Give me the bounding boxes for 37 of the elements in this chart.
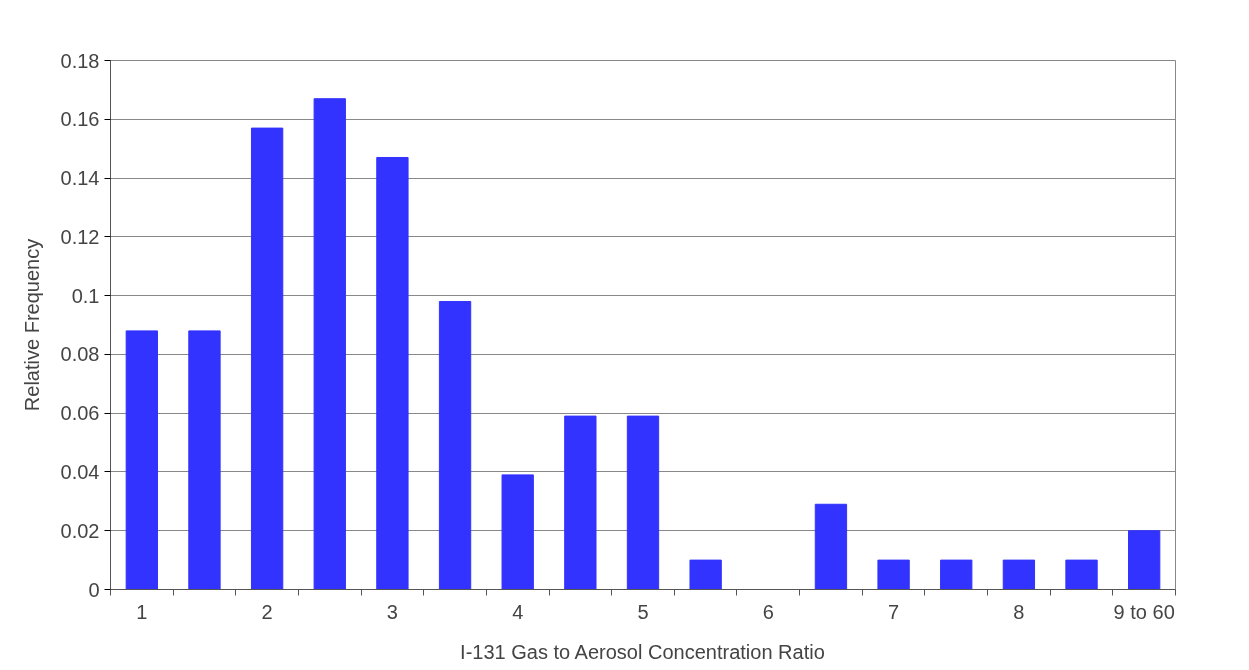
- bar: [564, 415, 597, 590]
- y-axis-title: Relative Frequency: [20, 238, 43, 412]
- x-tick-label: 2: [261, 600, 273, 623]
- bar: [689, 559, 722, 590]
- x-tick-label: 3: [386, 600, 398, 623]
- bar: [438, 300, 472, 590]
- bar: [313, 98, 346, 590]
- bar: [1002, 559, 1036, 590]
- bar: [814, 503, 848, 590]
- bar: [188, 330, 221, 590]
- bar: [501, 474, 534, 590]
- bar: [626, 415, 660, 590]
- bar: [1065, 559, 1098, 590]
- y-tick-label: 0.1: [71, 284, 100, 307]
- x-tick-label: 8: [1013, 600, 1025, 623]
- bar: [940, 559, 973, 590]
- x-tick-label: 7: [888, 600, 900, 623]
- y-tick-label: 0.04: [60, 460, 100, 483]
- y-tick-label: 0.02: [60, 519, 100, 542]
- x-tick-label: 4: [512, 600, 524, 623]
- bar: [250, 127, 284, 590]
- x-axis-title: I-131 Gas to Aerosol Concentration Ratio: [460, 640, 825, 663]
- x-tick-label: 6: [762, 600, 774, 623]
- bar: [125, 330, 158, 590]
- y-tick-label: 0.12: [60, 225, 100, 248]
- bar: [877, 559, 910, 590]
- y-tick-label: 0: [88, 578, 100, 601]
- y-tick-label: 0.16: [60, 108, 100, 131]
- x-tick-label: 9 to 60: [1113, 600, 1175, 623]
- bar: [1128, 530, 1161, 590]
- y-tick-label: 0.06: [60, 402, 100, 425]
- y-tick-label: 0.08: [60, 343, 100, 366]
- y-tick-label: 0.18: [60, 49, 100, 72]
- y-tick-label: 0.14: [60, 167, 100, 190]
- x-tick-label: 5: [637, 600, 649, 623]
- x-tick-label: 1: [136, 600, 148, 623]
- bar: [376, 156, 409, 590]
